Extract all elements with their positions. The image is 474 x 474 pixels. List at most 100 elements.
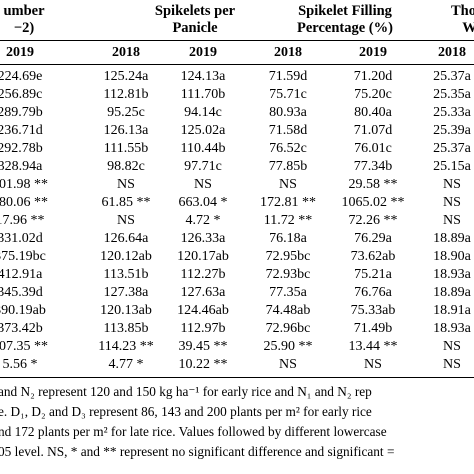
table-cell: 75.33ab: [350, 303, 396, 318]
table-cell: 112.81b: [103, 87, 149, 102]
table-cell: 75.20c: [354, 87, 392, 102]
table-cell: 207.35 **: [0, 339, 48, 354]
table-cell: 113.51b: [103, 267, 149, 282]
table-cell: 61.85 **: [101, 195, 151, 210]
table-cell: 111.70b: [180, 87, 226, 102]
table-cell: 126.13a: [103, 123, 149, 138]
table-cell: 4.72 *: [185, 213, 221, 228]
table-cell: 5.56 *: [2, 357, 38, 372]
table-cell: 201.98 **: [0, 177, 48, 192]
table-cell: 73.62ab: [350, 249, 396, 264]
table-cell: 373.42b: [0, 321, 43, 336]
header-spikelets-per-panicle: Spikelets per Panicle: [100, 3, 290, 37]
table-cell: 71.58d: [268, 123, 308, 138]
table-cell: 77.85b: [268, 159, 308, 174]
table-cell: 236.71d: [0, 123, 43, 138]
table-cell: 71.20d: [353, 69, 393, 84]
table-cell: 11.72 **: [263, 213, 313, 228]
table-cell: 72.93bc: [265, 267, 311, 282]
table-cell: 127.63a: [180, 285, 226, 300]
rule-subheader: [0, 64, 474, 65]
table-cell: 18.93a: [433, 321, 471, 336]
table-cell: 25.33a: [433, 105, 471, 120]
table-cell: 71.49b: [353, 321, 393, 336]
table-cell: 120.13ab: [100, 303, 152, 318]
table-cell: 98.82c: [107, 159, 145, 174]
table-cell: 71.59d: [268, 69, 308, 84]
year-col-1: 2019: [6, 45, 34, 60]
table-cell: NS: [194, 177, 212, 192]
table-cell: 72.95bc: [265, 249, 311, 264]
table-cell: 125.24a: [103, 69, 149, 84]
table-cell: 77.35a: [269, 285, 307, 300]
table-cell: 124.13a: [180, 69, 226, 84]
year-col-3: 2019: [189, 45, 217, 60]
table-cell: NS: [443, 357, 461, 372]
table-cell: 76.01c: [354, 141, 392, 156]
table-cell: 80.93a: [269, 105, 307, 120]
table-cell: 72.96bc: [265, 321, 311, 336]
footnote-line-3: nd 172 plants per m² for late rice. Valu…: [0, 424, 387, 439]
table-cell: 25.37a: [433, 69, 471, 84]
table-cell: NS: [117, 177, 135, 192]
table-cell: 110.44b: [180, 141, 226, 156]
table-cell: 663.04 *: [178, 195, 228, 210]
table-cell: NS: [279, 357, 297, 372]
table-cell: 75.21a: [354, 267, 392, 282]
year-col-4: 2018: [274, 45, 302, 60]
table-cell: 94.14c: [184, 105, 222, 120]
table-cell: 375.19bc: [0, 249, 46, 264]
table-cell: 331.02d: [0, 231, 43, 246]
table-cell: 29.58 **: [348, 177, 398, 192]
footnote-line-2: e. D₁, D₂ and D₃ represent 86, 143 and 2…: [0, 404, 372, 419]
year-col-2: 2018: [112, 45, 140, 60]
year-col-5: 2019: [359, 45, 387, 60]
table-cell: NS: [443, 177, 461, 192]
table-cell: NS: [443, 213, 461, 228]
table-cell: 126.33a: [180, 231, 226, 246]
table-cell: 172.81 **: [260, 195, 316, 210]
table-cell: 1065.02 **: [341, 195, 405, 210]
table-cell: 77.34b: [353, 159, 393, 174]
table-cell: 71.07d: [353, 123, 393, 138]
table-cell: 120.12ab: [100, 249, 152, 264]
table-cell: NS: [443, 195, 461, 210]
table-cell: 10.22 **: [178, 357, 228, 372]
header-filling-percentage: Spikelet Filling Percentage (%): [215, 3, 474, 37]
table-cell: 25.37a: [433, 141, 471, 156]
table-cell: 97.71c: [184, 159, 222, 174]
table-cell: 25.15a: [433, 159, 471, 174]
table-cell: 80.40a: [354, 105, 392, 120]
table-cell: 76.52c: [269, 141, 307, 156]
table-cell: 120.17ab: [177, 249, 229, 264]
table-cell: 289.79b: [0, 105, 43, 120]
table-cell: 18.93a: [433, 267, 471, 282]
table-cell: 125.02a: [180, 123, 226, 138]
table-cell: 4.77 *: [108, 357, 144, 372]
table-cell: 390.19ab: [0, 303, 46, 318]
footnote-line-4: 05 level. NS, * and ** represent no sign…: [0, 444, 395, 459]
table-cell: 112.27b: [180, 267, 226, 282]
table-cell: 95.25c: [107, 105, 145, 120]
table-cell: 412.91a: [0, 267, 43, 282]
table-cell: 256.89c: [0, 87, 43, 102]
header-filling-line2: Percentage (%): [297, 20, 393, 36]
table-cell: 18.91a: [433, 303, 471, 318]
table-cell: 75.71c: [269, 87, 307, 102]
table-cell: 127.38a: [103, 285, 149, 300]
header-thousand-grain-weight: Thousan Weig: [418, 3, 474, 37]
table-cell: 114.23 **: [98, 339, 154, 354]
table-cell: 74.48ab: [265, 303, 311, 318]
header-filling-line1: Spikelet Filling: [298, 3, 392, 19]
table-cell: NS: [279, 177, 297, 192]
table-cell: 76.76a: [354, 285, 392, 300]
table-cell: 18.89a: [433, 285, 471, 300]
header-thousand-line2: Weig: [462, 20, 474, 36]
header-panicle-number: umber −2): [0, 3, 54, 37]
table-cell: 72.26 **: [348, 213, 398, 228]
table-cell: 18.90a: [433, 249, 471, 264]
table-cell: 76.18a: [269, 231, 307, 246]
table-cell: 25.39a: [433, 123, 471, 138]
table-cell: 124.46ab: [177, 303, 229, 318]
